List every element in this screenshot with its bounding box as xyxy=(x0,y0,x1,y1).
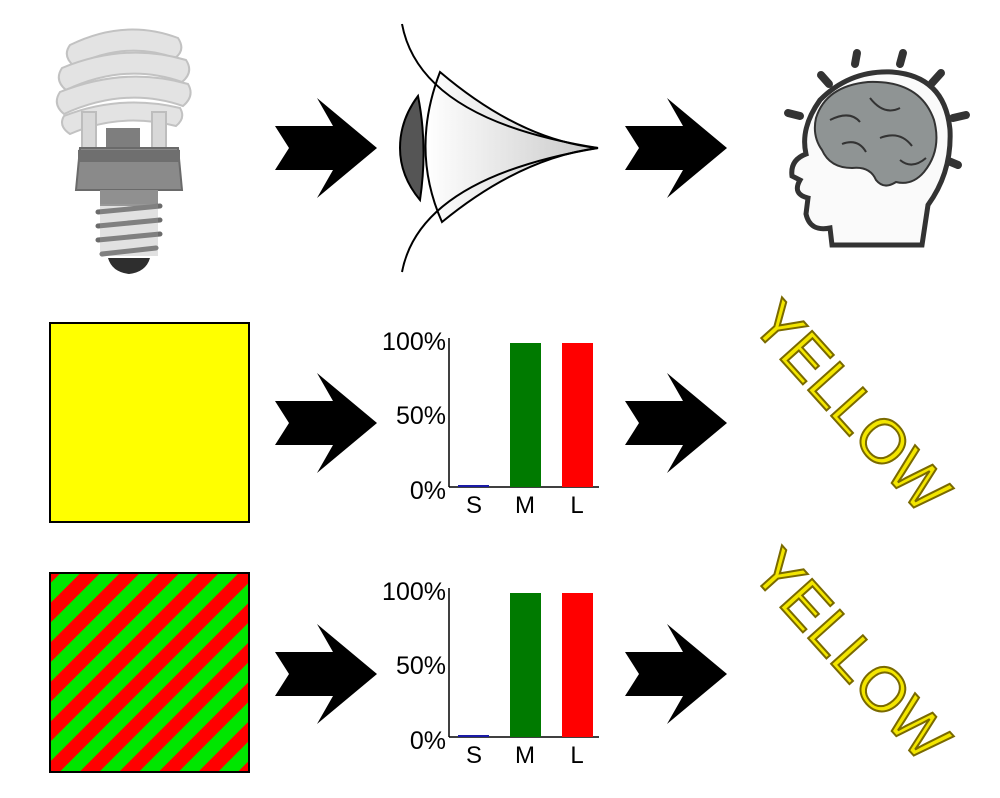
y-tick-label: 50% xyxy=(396,402,446,430)
arrow-icon xyxy=(275,624,377,724)
red-green-striped-square xyxy=(49,572,250,773)
bar-m xyxy=(510,343,541,487)
y-tick-label: 100% xyxy=(382,328,446,356)
arrow-icon xyxy=(625,98,727,198)
y-tick-label: 0% xyxy=(410,477,446,505)
bar-m xyxy=(510,593,541,737)
bar-s xyxy=(458,485,489,487)
y-tick-label: 50% xyxy=(396,652,446,680)
bar-s xyxy=(458,735,489,737)
x-category-label: M xyxy=(515,492,535,519)
arrow-icon xyxy=(625,624,727,724)
head-brain-icon xyxy=(784,49,970,248)
solid-yellow-square xyxy=(49,322,250,523)
x-category-label: L xyxy=(570,492,583,519)
y-tick-label: 100% xyxy=(382,578,446,606)
arrow-icon xyxy=(275,373,377,473)
y-tick-label: 0% xyxy=(410,727,446,755)
bar-l xyxy=(562,593,593,737)
perceived-color-word: YELLOW xyxy=(739,288,964,527)
x-category-label: L xyxy=(570,742,583,769)
perceived-color-word: YELLOW xyxy=(739,536,964,775)
eye-icon xyxy=(398,23,599,273)
arrow-icon xyxy=(625,373,727,473)
x-category-label: S xyxy=(466,742,482,769)
x-category-label: M xyxy=(515,742,535,769)
light-bulb-icon xyxy=(55,28,192,274)
arrow-icon xyxy=(275,98,377,198)
cone-response-chart-2: 100% 50% 0% S M L xyxy=(382,578,599,769)
cone-response-chart-1: 100% 50% 0% S M L xyxy=(382,328,599,519)
bar-l xyxy=(562,343,593,487)
x-category-label: S xyxy=(466,492,482,519)
